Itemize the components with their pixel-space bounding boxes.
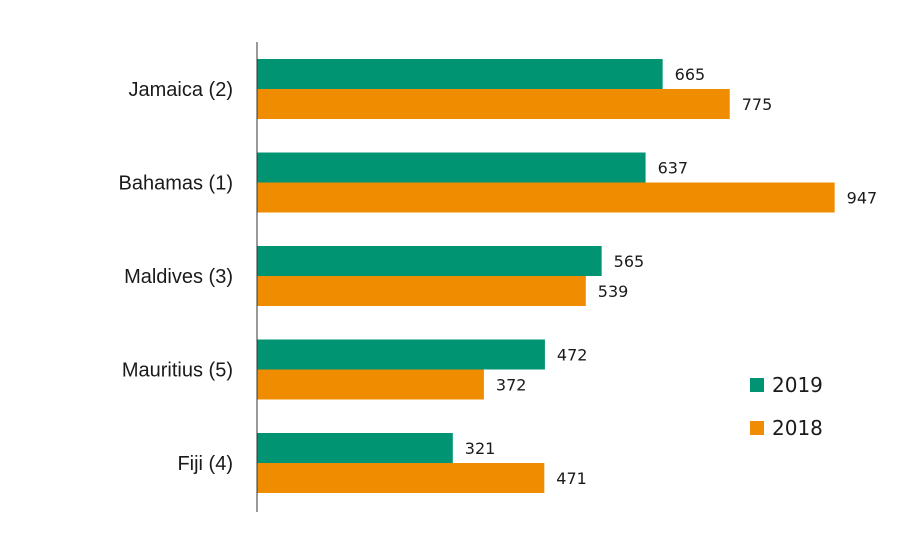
legend-swatch-2019 xyxy=(750,378,764,392)
bar-fiji-4-2019 xyxy=(257,433,453,463)
bar-mauritius-5-2019 xyxy=(257,339,545,370)
bar-bahamas-1-2018 xyxy=(257,182,835,213)
bar-maldives-3-2019 xyxy=(257,246,602,276)
bar-bahamas-1-2019 xyxy=(257,152,646,183)
data-label-fiji-4-2019: 321 xyxy=(465,439,496,458)
category-label-fiji-4: Fiji (4) xyxy=(177,453,233,475)
category-label-jamaica-2: Jamaica (2) xyxy=(129,79,233,101)
bar-mauritius-5-2018 xyxy=(257,369,484,400)
data-label-fiji-4-2018: 471 xyxy=(556,469,587,488)
legend: 2019 2018 xyxy=(750,373,823,440)
bar-jamaica-2-2018 xyxy=(257,89,730,119)
legend-label-2019: 2019 xyxy=(772,373,823,397)
data-label-mauritius-5-2018: 372 xyxy=(496,376,527,395)
category-label-bahamas-1: Bahamas (1) xyxy=(119,173,234,195)
data-label-jamaica-2-2019: 665 xyxy=(675,65,706,84)
category-label-maldives-3: Maldives (3) xyxy=(124,266,233,288)
category-label-mauritius-5: Mauritius (5) xyxy=(122,360,233,382)
data-label-mauritius-5-2019: 472 xyxy=(557,346,588,365)
data-label-maldives-3-2018: 539 xyxy=(598,282,629,301)
data-label-jamaica-2-2018: 775 xyxy=(742,95,773,114)
legend-label-2018: 2018 xyxy=(772,416,823,440)
bars-layer xyxy=(257,59,835,493)
data-label-bahamas-1-2018: 947 xyxy=(847,189,878,208)
legend-swatch-2018 xyxy=(750,421,764,435)
bar-fiji-4-2018 xyxy=(257,463,545,493)
bar-maldives-3-2018 xyxy=(257,276,586,306)
labels-layer: Jamaica (2) 665 775 Bahamas (1) 637 947 Maldiv… xyxy=(119,65,878,488)
data-label-maldives-3-2019: 565 xyxy=(614,252,645,271)
bar-jamaica-2-2019 xyxy=(257,59,663,89)
data-label-bahamas-1-2019: 637 xyxy=(658,159,689,178)
